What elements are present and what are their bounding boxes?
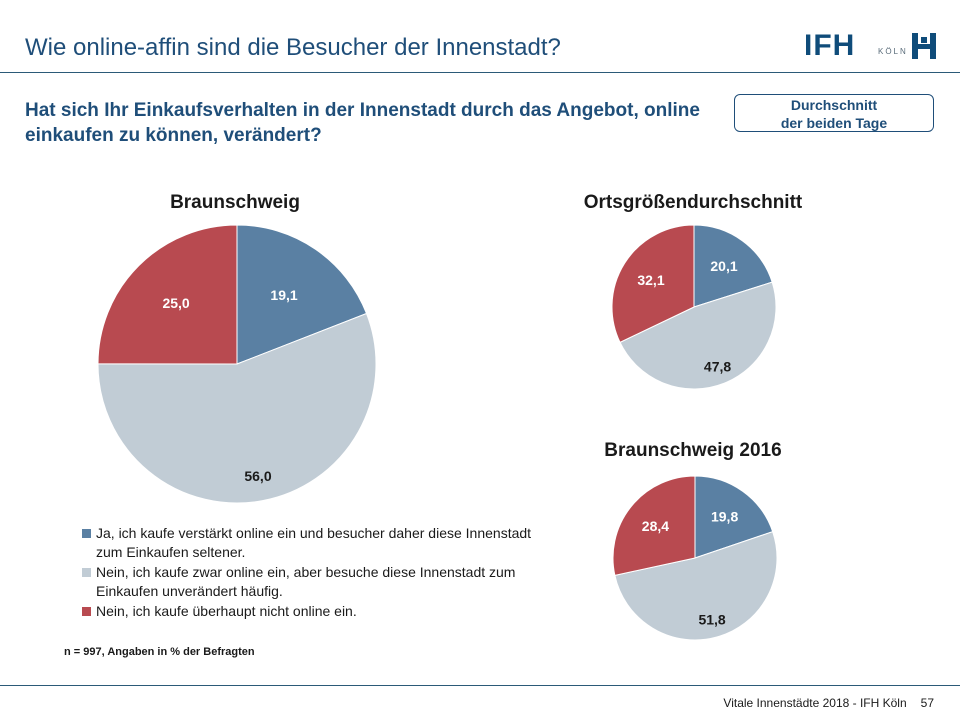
page-title: Wie online-affin sind die Besucher der I… xyxy=(25,34,561,61)
chart-title-braunschweig: Braunschweig xyxy=(170,192,300,213)
legend-swatch-nein-nicht xyxy=(82,607,91,616)
slice-label-ja: 19,1 xyxy=(270,287,297,303)
legend-label-nein-nicht: Nein, ich kaufe überhaupt nicht online e… xyxy=(96,603,357,619)
pie-chart-braunschweig-2016: 19,8 51,8 28,4 xyxy=(612,475,778,641)
average-badge-line1: Durchschnitt xyxy=(790,97,878,113)
legend-item-nein-nicht: Nein, ich kaufe überhaupt nicht online e… xyxy=(80,602,560,621)
slice-label-ja: 19,8 xyxy=(711,509,738,525)
footer: Vitale Innenstädte 2018 - IFH Köln 57 xyxy=(723,696,934,710)
pie-slice-nein-nicht xyxy=(612,475,696,576)
slice-label-nein-nicht: 25,0 xyxy=(162,295,189,311)
pie-slice-ja xyxy=(693,224,773,308)
pie-slice-nein-nicht xyxy=(97,224,238,365)
logo-mark-icon xyxy=(912,33,936,59)
legend-label-ja: Ja, ich kaufe verstärkt online ein und b… xyxy=(96,525,532,560)
slice-label-nein-unveraendert: 47,8 xyxy=(704,358,731,374)
legend-item-nein-unveraendert: Nein, ich kaufe zwar online ein, aber be… xyxy=(80,563,560,601)
logo-city: KÖLN xyxy=(878,47,908,56)
legend-label-nein-unveraendert: Nein, ich kaufe zwar online ein, aber be… xyxy=(96,564,516,599)
page-number: 57 xyxy=(920,696,934,710)
legend-swatch-nein-unveraendert xyxy=(82,568,91,577)
pie-slice-nein-unveraendert xyxy=(619,281,777,390)
footer-divider xyxy=(0,685,960,686)
slice-label-nein-unveraendert: 51,8 xyxy=(698,612,725,628)
average-badge: Durchschnitt der beiden Tage xyxy=(734,94,934,132)
sample-note: n = 997, Angaben in % der Befragten xyxy=(64,646,255,658)
pie-slice-nein-unveraendert xyxy=(614,531,778,641)
legend-swatch-ja xyxy=(82,529,91,538)
pie-slice-nein-nicht xyxy=(611,224,695,344)
ifh-logo: IFH KÖLN xyxy=(804,30,936,62)
survey-question: Hat sich Ihr Einkaufsverhalten in der In… xyxy=(25,100,700,146)
logo-text: IFH xyxy=(804,29,856,62)
pie-chart-braunschweig: 19,1 56,0 25,0 xyxy=(97,224,377,504)
slice-label-nein-nicht: 32,1 xyxy=(637,272,664,288)
slice-label-ja: 20,1 xyxy=(710,258,737,274)
chart-title-ortsgroesse: Ortsgrößendurchschnitt xyxy=(583,192,803,213)
title-divider xyxy=(0,72,960,73)
pie-chart-ortsgroesse: 20,1 47,8 32,1 xyxy=(611,224,777,390)
legend: Ja, ich kaufe verstärkt online ein und b… xyxy=(80,524,560,622)
pie-slice-ja xyxy=(236,224,368,365)
average-badge-line2: der beiden Tage xyxy=(780,115,888,131)
chart-title-braunschweig-2016: Braunschweig 2016 xyxy=(604,440,782,461)
legend-item-ja: Ja, ich kaufe verstärkt online ein und b… xyxy=(80,524,560,562)
slice-label-nein-unveraendert: 56,0 xyxy=(244,468,271,484)
footer-text: Vitale Innenstädte 2018 - IFH Köln xyxy=(723,696,907,710)
pie-slice-nein-unveraendert xyxy=(97,312,377,504)
pie-slice-ja xyxy=(694,475,774,559)
slice-label-nein-nicht: 28,4 xyxy=(642,518,669,534)
